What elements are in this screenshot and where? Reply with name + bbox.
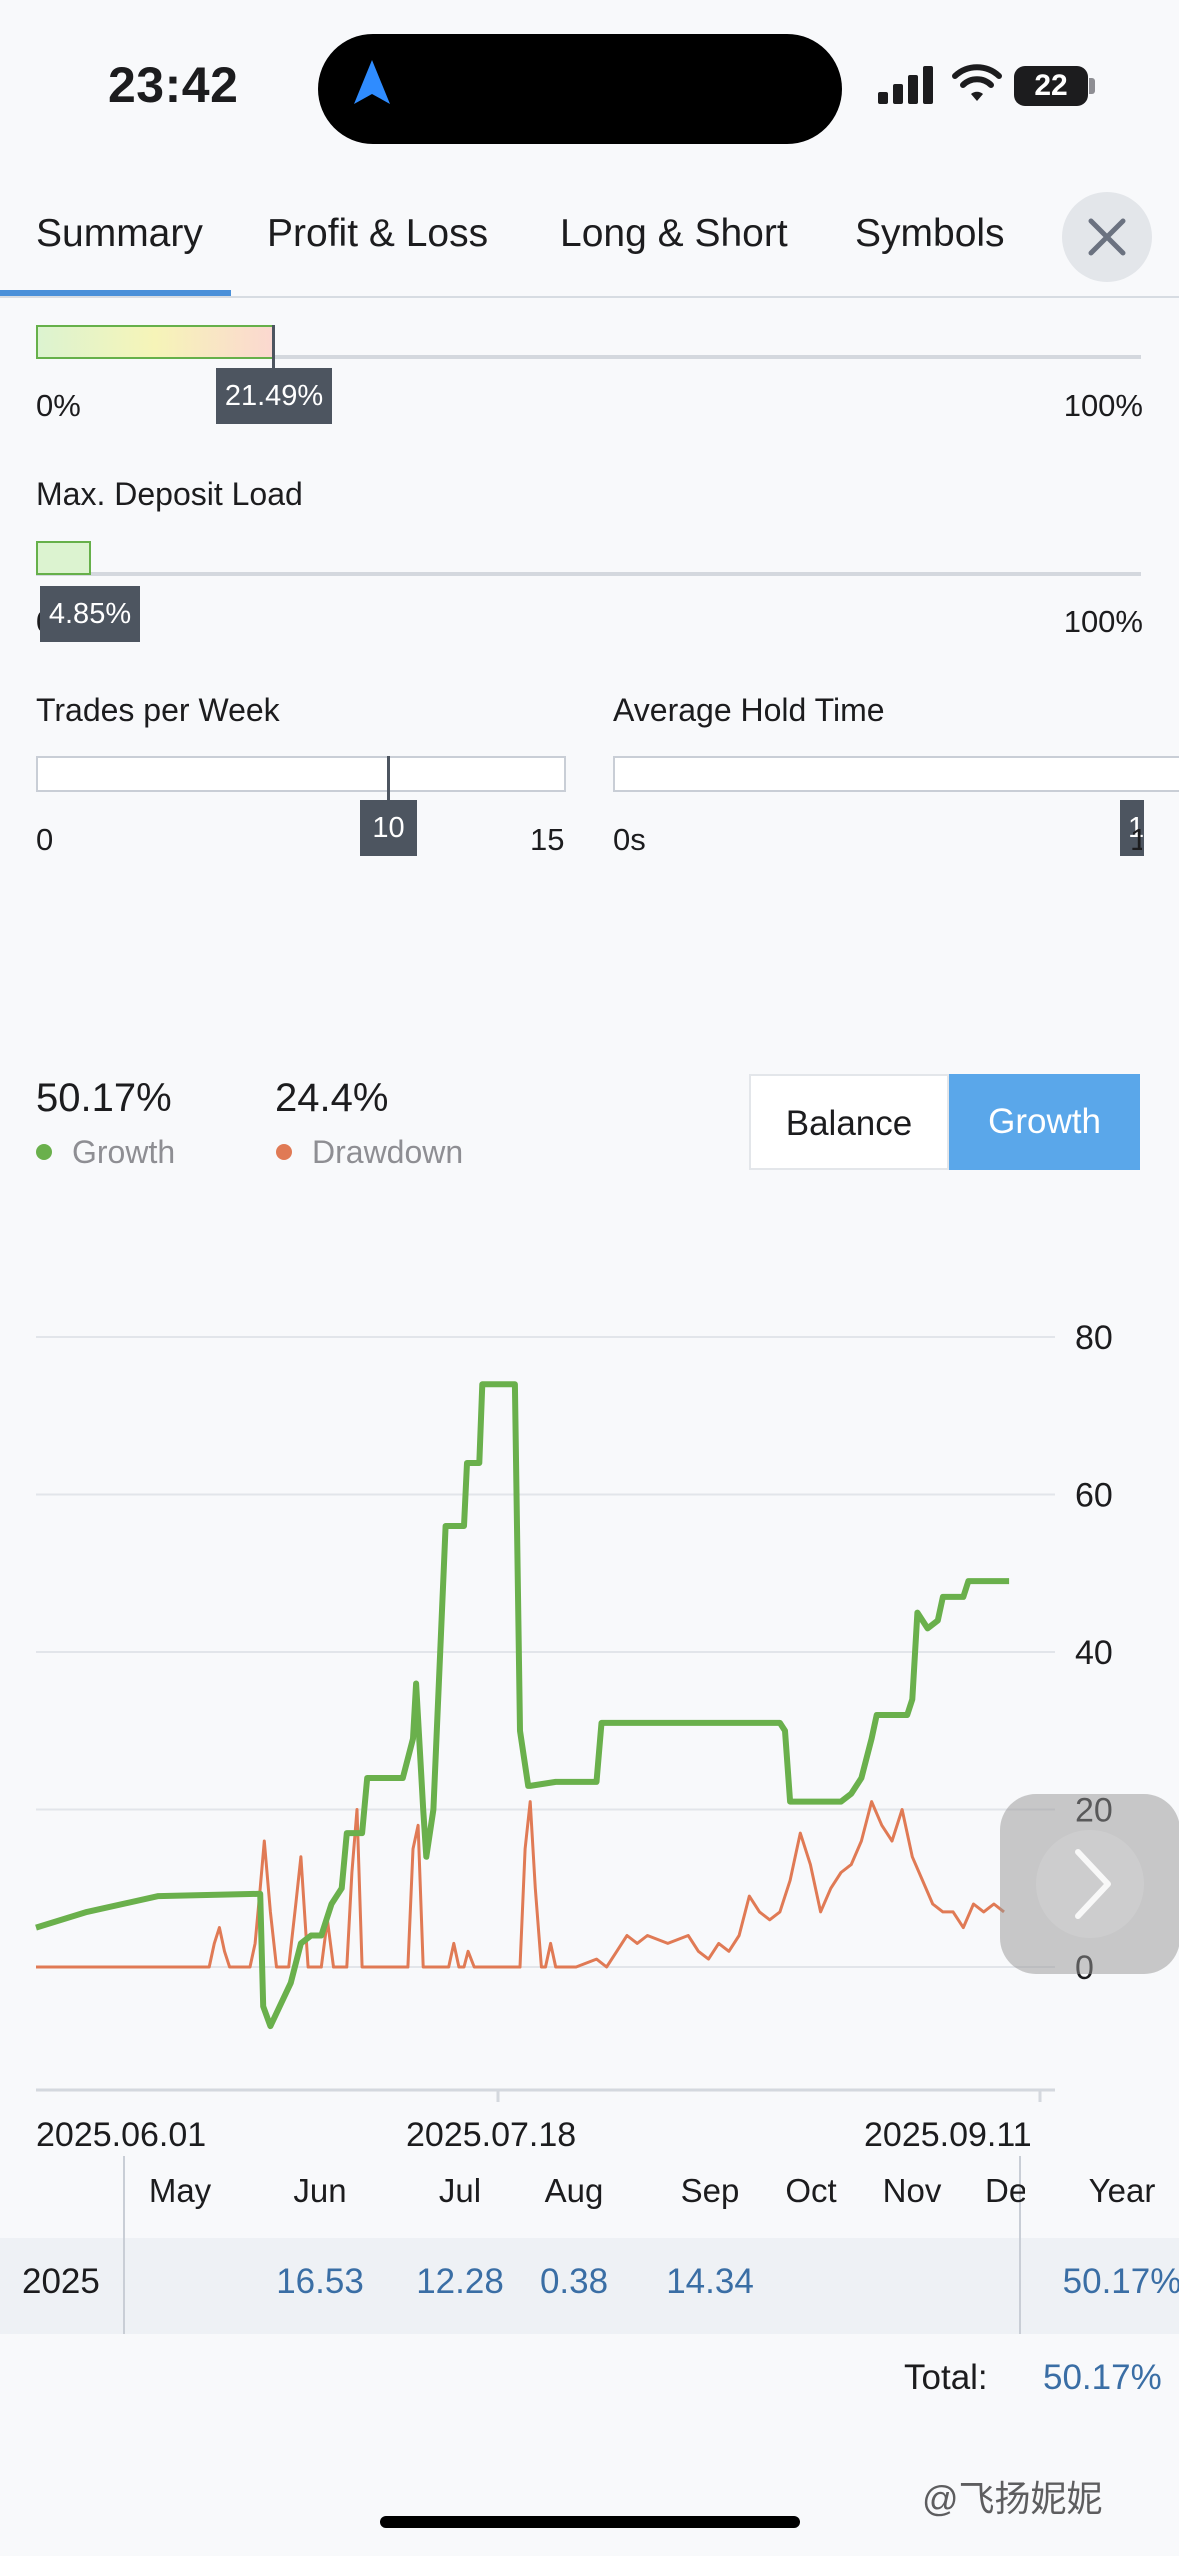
avg-hold-time-bar	[613, 756, 1179, 792]
table-cell: 14.34	[666, 2262, 754, 2301]
table-cell: 16.53	[276, 2262, 364, 2301]
y-tick-label: 40	[1075, 1634, 1113, 1672]
table-cell: 0.38	[539, 2262, 609, 2301]
battery-indicator: 22	[1014, 66, 1088, 106]
growth-legend-dot	[36, 1144, 52, 1160]
deposit-load-max-label: 100%	[1063, 604, 1143, 639]
trades-per-week-tooltip: 10	[360, 800, 417, 856]
y-tick-label: 60	[1075, 1477, 1113, 1515]
y-tick-label: 80	[1075, 1319, 1113, 1357]
table-header-jun: Jun	[293, 2172, 347, 2209]
table-header-sep: Sep	[680, 2172, 740, 2209]
balance-toggle-button[interactable]: Balance	[749, 1074, 949, 1170]
total-value: 50.17%	[1043, 2358, 1162, 2397]
growth-legend-label: Growth	[72, 1134, 176, 1170]
tab-bar	[0, 180, 1179, 298]
next-chart-button[interactable]	[1000, 1794, 1179, 1974]
table-row-background	[0, 2238, 1179, 2334]
table-header-year: Year	[1088, 2172, 1156, 2209]
drawdown-value: 24.4%	[275, 1076, 389, 1120]
meter-min-label: 0%	[36, 388, 81, 423]
dynamic-island	[318, 34, 842, 144]
avg-hold-time-tooltip: 1	[1120, 800, 1144, 856]
chevron-right-icon	[1036, 1830, 1144, 1938]
navigation-arrow-icon	[350, 58, 394, 115]
trades-per-week-min: 0	[36, 822, 54, 857]
avg-hold-time-min: 0s	[613, 822, 646, 857]
cellular-signal-icon	[878, 66, 936, 109]
meter-track	[36, 355, 1141, 359]
table-header-nov: Nov	[882, 2172, 942, 2209]
close-icon	[1088, 218, 1126, 256]
close-button[interactable]	[1062, 192, 1152, 282]
table-divider	[123, 2156, 125, 2334]
drawdown-series-line	[36, 1800, 1005, 1969]
x-tick-label: 2025.09.11	[864, 2116, 1032, 2150]
drawdown-legend-dot	[276, 1144, 292, 1160]
tab-symbols[interactable]: Symbols	[855, 212, 1005, 255]
meter-fill	[36, 325, 274, 359]
deposit-load-title: Max. Deposit Load	[36, 476, 303, 512]
trades-per-week-bar	[36, 756, 566, 792]
table-divider	[1019, 2156, 1021, 2334]
meter-max-label: 100%	[1063, 388, 1143, 423]
total-label: Total:	[904, 2358, 988, 2397]
avg-hold-time-title: Average Hold Time	[613, 692, 885, 728]
trades-per-week-marker	[387, 756, 390, 804]
deposit-load-track	[36, 572, 1141, 576]
meter-marker	[272, 325, 275, 373]
growth-series-line	[35, 1381, 1010, 2030]
growth-value: 50.17%	[36, 1076, 172, 1120]
x-tick-label: 2025.07.18	[406, 2116, 576, 2150]
status-time: 23:42	[108, 57, 239, 113]
drawdown-legend-label: Drawdown	[312, 1134, 464, 1170]
deposit-load-tooltip: 4.85%	[40, 586, 140, 642]
home-indicator[interactable]	[380, 2516, 800, 2528]
x-tick-label: 2025.06.01	[36, 2116, 206, 2150]
table-header-de: De	[985, 2172, 1025, 2209]
table-header-aug: Aug	[544, 2172, 604, 2209]
battery-cap	[1089, 78, 1095, 94]
table-header-may: May	[148, 2172, 212, 2209]
watermark: @飞扬妮妮	[922, 2478, 1103, 2519]
table-row-year: 2025	[22, 2262, 100, 2301]
tab-summary[interactable]: Summary	[36, 212, 203, 255]
avg-hold-time-max: 1	[1130, 822, 1142, 857]
active-tab-indicator	[0, 290, 231, 296]
table-header-jul: Jul	[438, 2172, 482, 2209]
table-header-oct: Oct	[785, 2172, 837, 2209]
deposit-load-fill	[36, 541, 91, 575]
growth-toggle-button[interactable]: Growth	[949, 1074, 1140, 1170]
meter-value-tooltip: 21.49%	[216, 368, 332, 424]
wifi-icon	[952, 62, 1002, 109]
trades-per-week-max: 15	[530, 822, 565, 857]
tab-long-short[interactable]: Long & Short	[560, 212, 788, 255]
tab-profit-loss[interactable]: Profit & Loss	[267, 212, 489, 255]
table-cell: 50.17%	[1062, 2262, 1179, 2301]
table-cell: 12.28	[416, 2262, 504, 2301]
trades-per-week-title: Trades per Week	[36, 692, 280, 728]
